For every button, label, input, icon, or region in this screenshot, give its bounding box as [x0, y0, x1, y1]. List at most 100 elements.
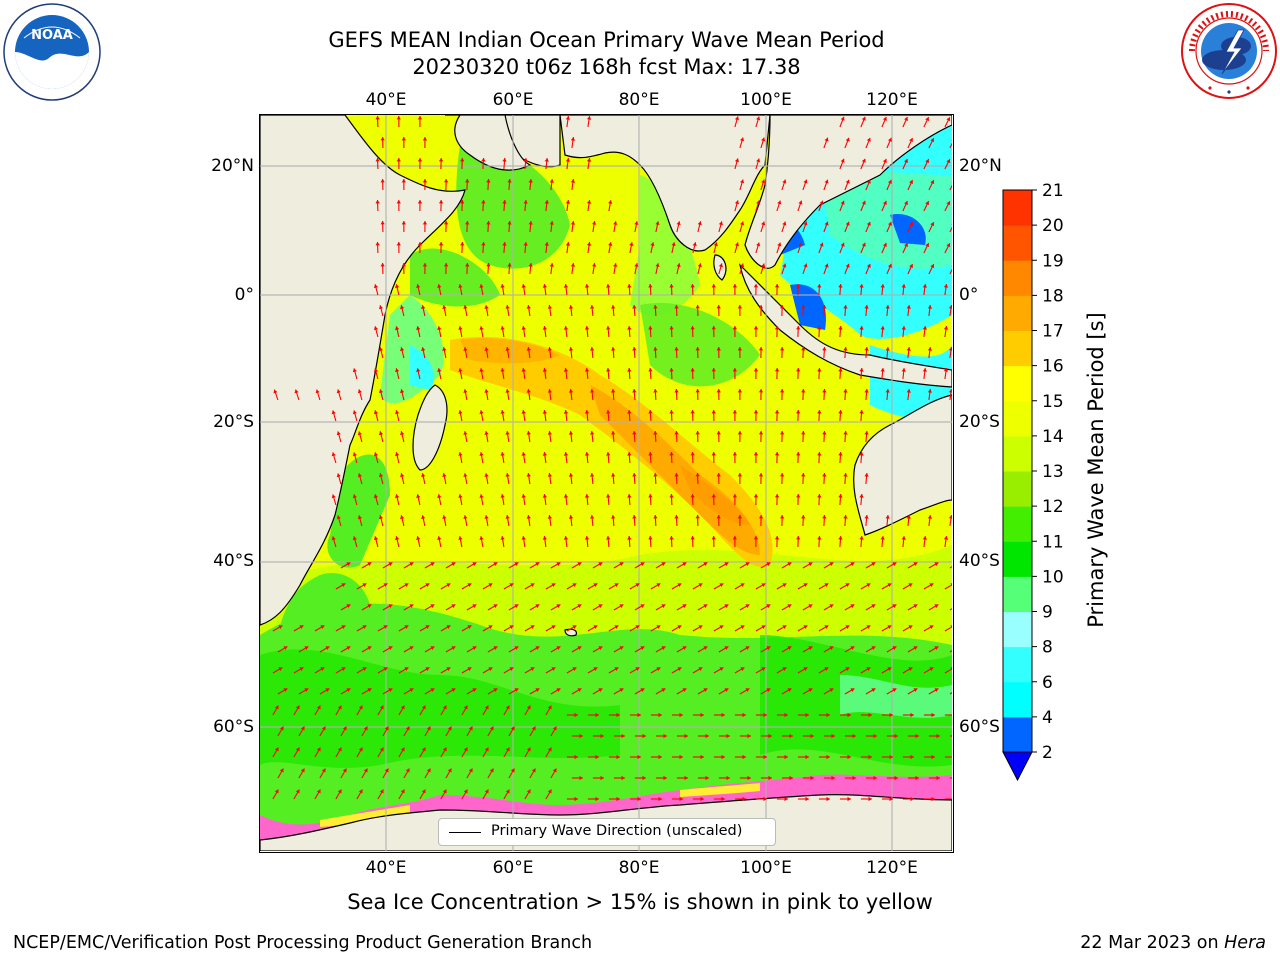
wave-direction-arrowhead	[565, 200, 570, 204]
wave-direction-arrowhead	[400, 789, 405, 794]
wave-direction-arrowhead	[817, 326, 822, 330]
wave-direction-arrowhead	[404, 583, 409, 587]
wave-direction-arrowhead	[904, 201, 908, 205]
wave-direction-arrowhead	[780, 431, 785, 435]
wave-direction-arrowhead	[547, 389, 552, 393]
wave-direction-arrowhead	[606, 410, 611, 414]
wave-direction-arrowhead	[635, 667, 640, 671]
legend-line-sample	[449, 832, 481, 833]
wave-direction-arrowhead	[505, 389, 510, 393]
wave-direction-arrowhead	[925, 201, 930, 206]
footer-credit: NCEP/EMC/Verification Post Processing Pr…	[13, 933, 593, 953]
wave-direction-arrowhead	[784, 712, 788, 718]
wave-direction-arrowhead	[761, 137, 766, 142]
wave-direction-arrowhead	[570, 263, 576, 267]
wave-direction-arrowhead	[320, 625, 325, 629]
wave-direction-arrowhead	[481, 242, 486, 246]
wave-direction-arrowhead	[606, 326, 611, 330]
wave-direction-arrowhead	[927, 515, 932, 519]
wave-direction-arrowhead	[661, 646, 666, 650]
wave-direction-arrowhead	[873, 775, 877, 781]
colorbar-tick-label: 18	[1042, 286, 1064, 306]
wave-direction-arrowhead	[544, 200, 549, 204]
wave-direction-arrowhead	[761, 625, 766, 629]
colorbar-swatch	[1003, 716, 1032, 753]
wave-direction-arrowhead	[409, 688, 414, 692]
wave-direction-arrowhead	[547, 789, 552, 794]
wave-direction-arrowhead	[711, 284, 716, 288]
wave-direction-arrowhead	[803, 667, 808, 671]
wave-direction-arrowhead	[913, 688, 918, 692]
wave-direction-arrowhead	[943, 284, 949, 288]
wave-direction-arrowhead	[484, 705, 489, 710]
wave-direction-arrowhead	[570, 221, 576, 225]
wave-direction-arrowhead	[948, 305, 952, 309]
wave-direction-arrowhead	[768, 733, 772, 739]
wave-direction-arrowhead	[274, 747, 279, 752]
wave-direction-arrowhead	[379, 747, 384, 752]
wave-direction-arrowhead	[488, 583, 493, 587]
wave-direction-arrowhead	[556, 688, 561, 692]
wave-direction-arrow	[949, 692, 952, 695]
map-legend: Primary Wave Direction (unscaled)	[438, 818, 776, 846]
wave-direction-arrowhead	[810, 775, 814, 781]
wave-direction-arrowhead	[758, 389, 764, 393]
wave-direction-arrowhead	[859, 284, 864, 288]
colorbar-tick-label: 14	[1042, 427, 1064, 447]
wave-direction-arrowhead	[859, 536, 864, 540]
wave-direction-arrowhead	[922, 284, 927, 288]
wave-direction-arrowhead	[437, 536, 442, 540]
wave-direction-arrowhead	[484, 431, 489, 435]
wave-direction-arrowhead	[547, 747, 552, 752]
wave-direction-arrowhead	[367, 604, 372, 608]
wave-direction-arrowhead	[467, 667, 472, 671]
wave-direction-arrowhead	[782, 263, 787, 268]
wave-direction-arrowhead	[871, 562, 876, 566]
wave-direction-arrowhead	[817, 494, 822, 498]
wave-direction-arrowhead	[822, 515, 827, 519]
wave-direction-arrowhead	[761, 221, 766, 226]
wave-direction-arrowhead	[556, 604, 561, 608]
colorbar-swatch	[1003, 330, 1032, 367]
wave-direction-arrowhead	[590, 347, 595, 351]
wave-direction-arrowhead	[850, 688, 855, 692]
wave-direction-arrowhead	[936, 775, 940, 781]
wave-direction-arrowhead	[574, 754, 578, 760]
wave-direction-arrowhead	[866, 179, 871, 184]
wave-direction-arrowhead	[568, 473, 574, 477]
colorbar-tick-label: 21	[1042, 181, 1064, 201]
wave-direction-arrowhead	[742, 754, 746, 760]
wave-direction-arrowhead	[563, 494, 569, 498]
wave-direction-arrowhead	[885, 389, 890, 393]
colorbar-swatches	[1002, 189, 1033, 782]
wave-direction-arrowhead	[642, 775, 646, 781]
wave-direction-arrowhead	[859, 368, 864, 372]
wave-direction-arrowhead	[948, 347, 952, 351]
wave-direction-arrowhead	[416, 368, 421, 372]
wave-direction-arrowhead	[616, 754, 620, 760]
wave-direction-arrowhead	[472, 562, 477, 566]
wave-direction-arrowhead	[888, 263, 892, 268]
wave-direction-arrowhead	[774, 368, 780, 372]
wave-direction-arrowhead	[766, 604, 771, 608]
lat-tick-left: 20°N	[211, 156, 254, 176]
wave-direction-arrowhead	[753, 284, 759, 288]
wave-direction-arrowhead	[669, 494, 674, 498]
wave-direction-arrowhead	[465, 179, 470, 183]
wave-direction-arrowhead	[934, 604, 939, 608]
wave-direction-arrowhead	[845, 137, 850, 142]
wave-direction-arrowhead	[444, 179, 449, 183]
wave-direction-arrowhead	[502, 158, 507, 162]
wave-direction-arrowhead	[346, 562, 351, 566]
wave-direction-arrowhead	[421, 705, 426, 710]
wave-direction-arrowhead	[934, 562, 939, 566]
lon-tick-top: 40°E	[365, 90, 407, 110]
wave-direction-arrowhead	[396, 116, 401, 120]
wave-direction-arrowhead	[753, 494, 759, 498]
wave-direction-arrowhead	[505, 705, 510, 710]
wave-direction-arrowhead	[378, 389, 384, 394]
wave-direction-arrowhead	[880, 284, 885, 288]
wave-direction-arrowhead	[782, 667, 787, 671]
wave-direction-arrowhead	[690, 536, 695, 540]
wave-direction-arrowhead	[426, 768, 431, 773]
